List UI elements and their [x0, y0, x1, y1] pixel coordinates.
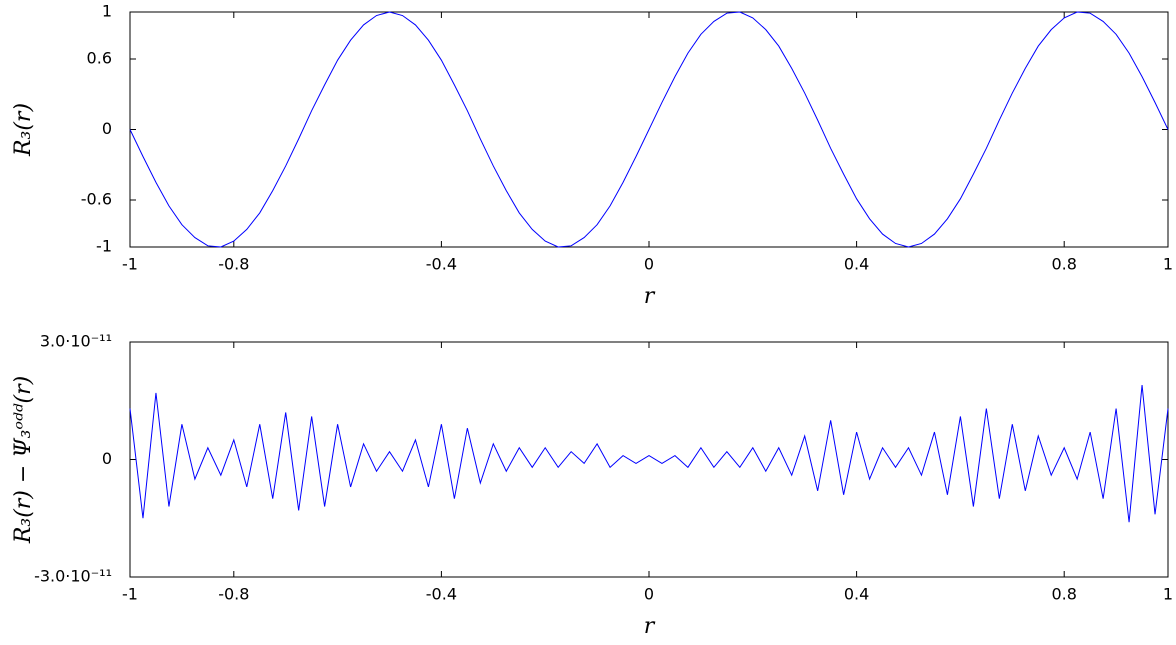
x-tick-label: 0.4: [844, 255, 869, 274]
data-line: [129, 11, 1169, 248]
x-tick-label: -0.8: [218, 585, 249, 604]
x-tick-label: 1: [1163, 585, 1173, 604]
x-tick-label: 0.8: [1051, 255, 1076, 274]
x-tick-label: 0.8: [1051, 585, 1076, 604]
data-line: [129, 385, 1169, 523]
x-axis-label: r: [644, 614, 656, 639]
y-tick-label: 0: [102, 449, 112, 468]
y-tick-label: -1: [96, 237, 112, 256]
y-axis-label: R₃(r) − Ψ₃ᵒᵈᵈ(r): [11, 376, 36, 544]
y-tick-label: -0.6: [81, 190, 112, 209]
x-tick-label: 1: [1163, 255, 1173, 274]
x-tick-label: 0: [644, 585, 654, 604]
x-tick-label: -0.8: [218, 255, 249, 274]
y-tick-label: 0.6: [87, 49, 112, 68]
plot-frame: [129, 341, 1169, 578]
x-tick-label: -0.4: [426, 585, 457, 604]
y-tick-label: 1: [102, 2, 112, 21]
x-tick-label: -0.4: [426, 255, 457, 274]
x-tick-label: 0.4: [844, 585, 869, 604]
x-axis-label: r: [644, 284, 656, 309]
x-tick-label: -1: [122, 585, 138, 604]
y-tick-label: -3.0·10⁻¹¹: [34, 567, 112, 586]
y-axis-label: R₃(r): [11, 103, 36, 157]
x-tick-label: -1: [122, 255, 138, 274]
x-tick-label: 0: [644, 255, 654, 274]
y-tick-label: 0: [102, 119, 112, 138]
y-tick-label: 3.0·10⁻¹¹: [40, 332, 112, 351]
